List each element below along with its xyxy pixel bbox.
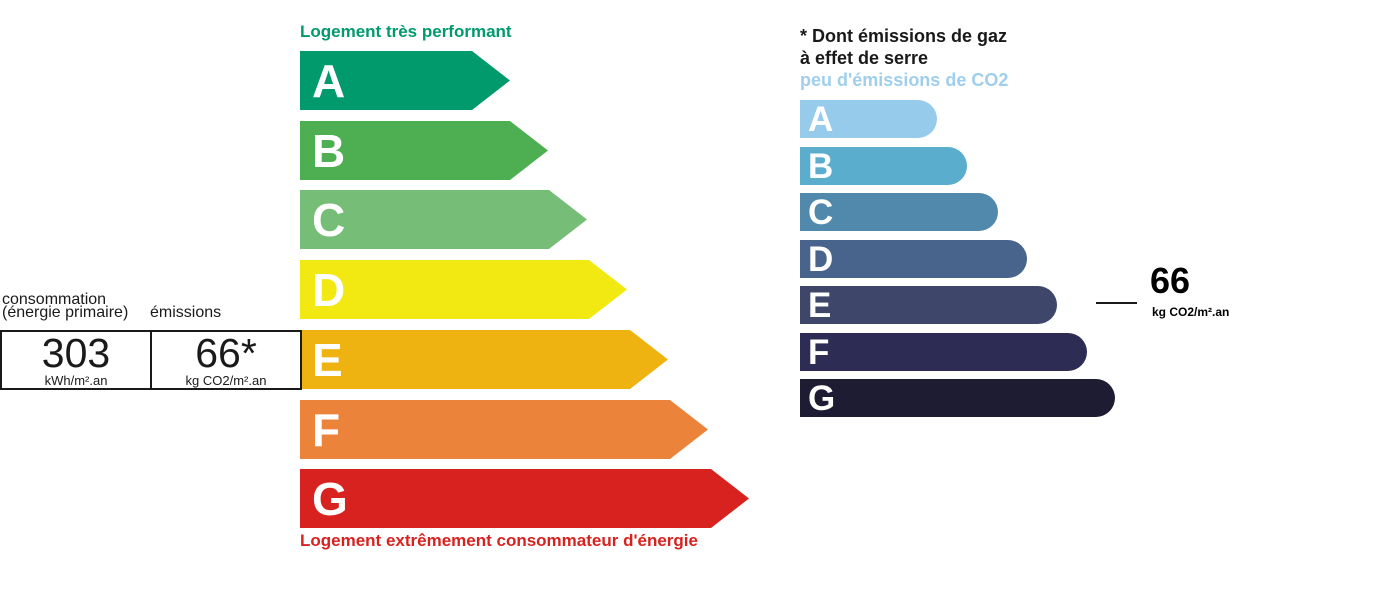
co2-low-label: peu d'émissions de CO2 <box>800 70 1009 90</box>
emissions-value: 66* <box>195 330 257 376</box>
ghg-note-line2: à effet de serre <box>800 48 929 68</box>
consumption-cell: 303 kWh/m².an <box>2 332 152 388</box>
class-letter: C <box>808 192 834 232</box>
energy-class-bar-F: F <box>300 400 708 459</box>
emissions-cell: 66* kg CO2/m².an <box>152 332 300 388</box>
energy-class-bar-C: C <box>300 190 587 249</box>
ghg-note: * Dont émissions de gaz à effet de serre <box>800 25 1007 69</box>
energy-class-bar-D: D <box>300 260 627 319</box>
energy-worst-label: Logement extrêmement consommateur d'éner… <box>300 531 698 550</box>
energy-best-label: Logement très performant <box>300 22 512 41</box>
class-letter: G <box>312 472 348 525</box>
co2-class-bar-G: G <box>800 379 1115 417</box>
emissions-label: émissions <box>150 304 222 321</box>
class-letter: F <box>312 403 341 456</box>
values-box: 303 kWh/m².an 66* kg CO2/m².an <box>0 330 302 390</box>
ghg-note-line1: * Dont émissions de gaz <box>800 26 1008 46</box>
consumption-label-line2: (énergie primaire) <box>2 304 129 321</box>
consumption-unit: kWh/m².an <box>44 373 108 388</box>
class-letter: E <box>312 333 343 386</box>
class-letter: C <box>312 193 346 246</box>
class-letter: A <box>808 99 834 139</box>
energy-class-bar-A: A <box>300 51 510 110</box>
energy-class-bar-E: E <box>300 330 668 389</box>
class-letter: B <box>312 124 346 177</box>
co2-class-bar-E: E <box>800 286 1057 324</box>
emissions-unit: kg CO2/m².an <box>185 373 267 388</box>
co2-class-bar-D: D <box>800 240 1027 278</box>
class-letter: G <box>808 378 836 418</box>
co2-class-bar-A: A <box>800 100 937 138</box>
co2-callout-line <box>1096 302 1137 304</box>
class-letter: B <box>808 146 834 186</box>
co2-class-bar-C: C <box>800 193 998 231</box>
consumption-label-line1: consommation <box>2 291 107 308</box>
class-letter: D <box>808 239 834 279</box>
energy-class-bar-G: G <box>300 469 749 528</box>
class-letter: F <box>808 332 830 372</box>
consumption-value: 303 <box>41 330 111 376</box>
co2-class-bar-F: F <box>800 333 1087 371</box>
energy-class-bar-B: B <box>300 121 548 180</box>
co2-callout-value: 66 <box>1150 260 1191 301</box>
class-letter: D <box>312 263 346 316</box>
class-letter: E <box>808 285 832 325</box>
co2-class-bar-B: B <box>800 147 967 185</box>
co2-callout-unit: kg CO2/m².an <box>1152 305 1230 319</box>
class-letter: A <box>312 54 346 107</box>
